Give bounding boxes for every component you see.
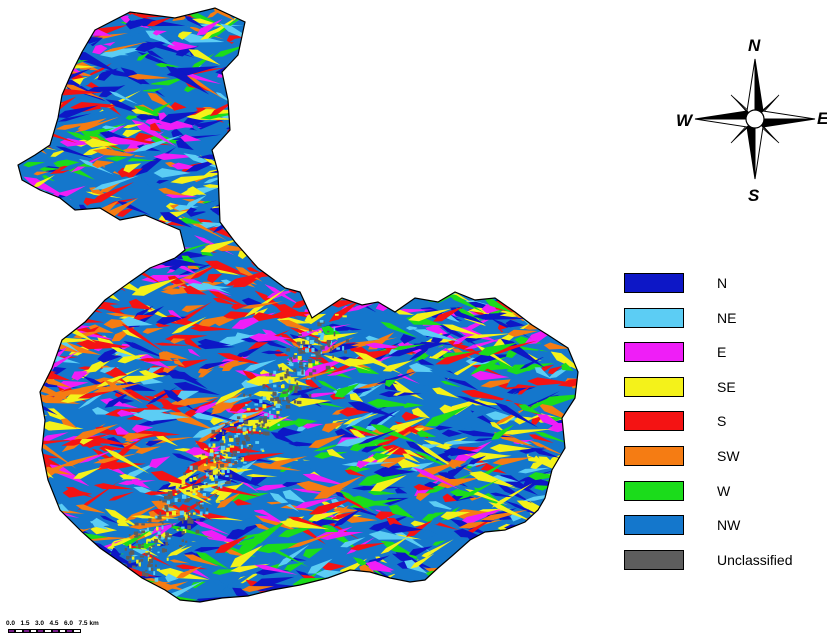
scale-segment [66,629,74,633]
legend-item: Unclassified [624,549,824,585]
legend-swatch [624,480,684,501]
scale-segment [51,629,59,633]
legend-swatch [624,445,684,466]
legend: N NE E SE S SW W NW Unclassified [624,273,824,584]
scale-label: 6.0 [64,620,74,627]
legend-label: E [717,344,727,361]
legend-item: W [624,480,824,516]
compass-east-label: E [817,109,827,129]
scale-segment [73,629,81,633]
legend-item: E [624,342,824,377]
scale-segment [44,629,52,633]
compass-south-label: S [748,186,760,205]
legend-item: SW [624,445,824,481]
scale-label: 1.5 [20,620,30,627]
scale-segment [29,629,37,633]
scale-segment [8,629,16,633]
scale-label: 3.0 [35,620,45,627]
scale-label: 7.5 km [78,620,99,627]
legend-swatch [624,273,684,293]
legend-item: NE [624,307,824,343]
legend-label: NW [717,517,741,534]
legend-swatch [624,307,684,328]
compass-rose-icon [694,58,816,180]
legend-label: NE [717,309,737,326]
scale-segment [58,629,66,633]
legend-swatch [624,342,684,363]
scale-segment [37,629,45,633]
scale-bar: 0.0 1.5 3.0 4.5 6.0 7.5 km [6,620,166,635]
legend-label: SE [717,378,736,395]
legend-item: SE [624,376,824,412]
scale-segment [15,629,23,633]
scale-label: 0.0 [6,620,16,627]
legend-label: SW [717,447,740,464]
legend-swatch [624,515,684,536]
scale-label: 4.5 [49,620,59,627]
scale-segment [22,629,30,633]
legend-label: N [717,275,728,291]
legend-swatch [624,411,684,432]
legend-label: Unclassified [717,551,793,568]
compass-west-label: W [676,111,693,130]
legend-item: S [624,411,824,446]
legend-item: NW [624,515,824,550]
legend-swatch [624,376,684,397]
compass-north-label: N [748,36,761,55]
north-arrow: N S E W [668,36,827,211]
legend-item: N [624,273,824,308]
legend-label: S [717,413,727,430]
legend-swatch [624,549,684,570]
legend-label: W [717,482,731,499]
